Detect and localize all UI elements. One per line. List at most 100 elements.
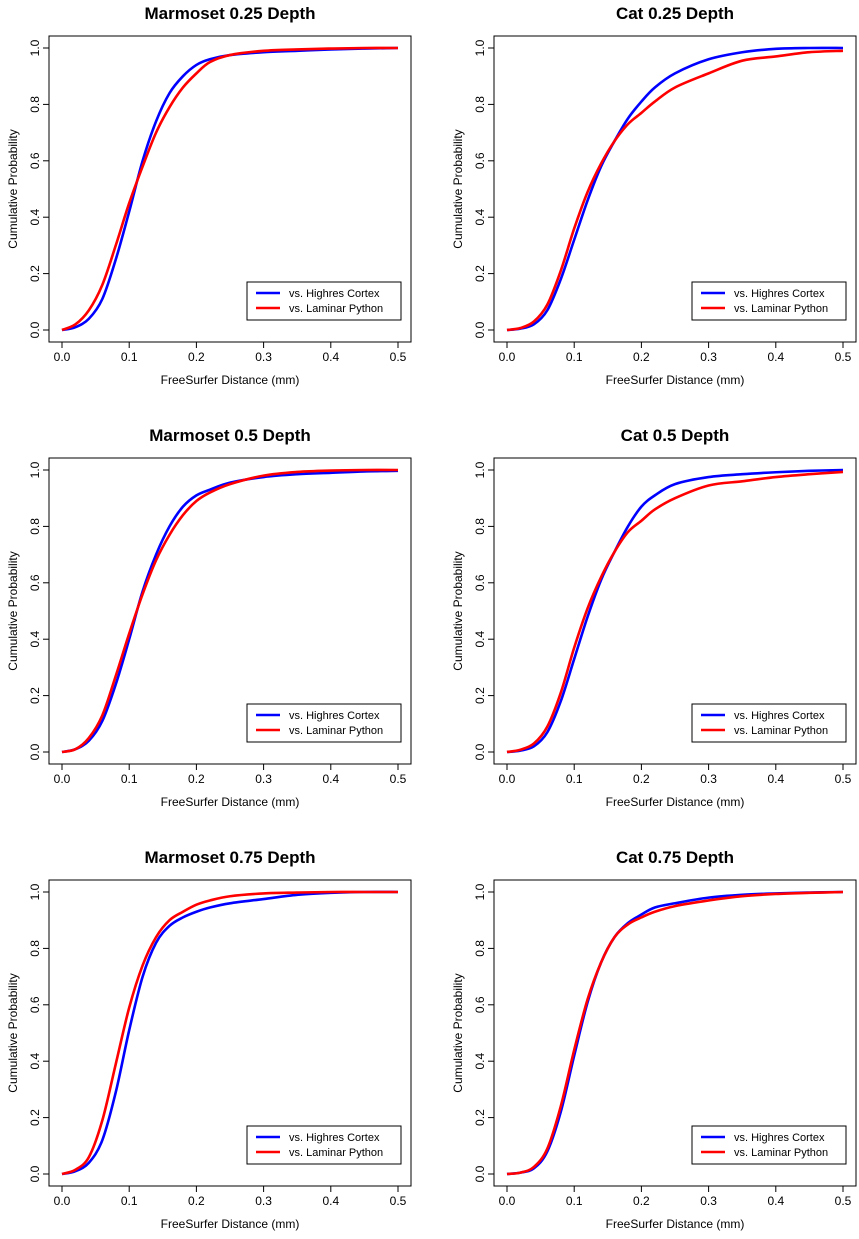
plot-frame	[493, 879, 857, 1187]
y-axis-label: Cumulative Probability	[451, 129, 465, 248]
legend-entry: vs. Highres Cortex	[734, 710, 825, 722]
legend-box	[691, 1125, 847, 1165]
legend-entry: vs. Highres Cortex	[734, 288, 825, 300]
x-tick-label: 0.4	[767, 1194, 784, 1208]
series-line-highres-cortex	[61, 46, 399, 332]
legend: vs. Highres Cortex vs. Laminar Python	[691, 1125, 847, 1165]
series-line-laminar-python	[61, 890, 398, 1176]
y-tick-label: 0.4	[28, 1053, 42, 1070]
legend-entry: vs. Laminar Python	[734, 725, 828, 737]
y-tick-label: 0.8	[473, 96, 487, 113]
x-tick-label: 0.5	[390, 1194, 407, 1208]
chart-title: Marmoset 0.25 Depth	[145, 4, 316, 23]
legend-entry: vs. Laminar Python	[289, 725, 383, 737]
chart-title: Cat 0.5 Depth	[621, 426, 730, 445]
y-tick-label: 0.2	[473, 1109, 487, 1126]
x-tick-label: 0.0	[54, 772, 71, 786]
legend-entry: vs. Laminar Python	[734, 1147, 828, 1159]
legend-box	[246, 703, 402, 743]
x-tick-label: 0.5	[390, 772, 407, 786]
legend-box	[246, 1125, 402, 1165]
chart-panel: Marmoset 0.25 Depth 0.0 0.1 0.2 0.3 0.4 0.5 0.0…	[6, 4, 412, 387]
x-tick-label: 0.1	[121, 772, 138, 786]
y-tick-label: 1.0	[28, 39, 42, 56]
y-tick-label: 0.8	[28, 940, 42, 957]
series-line-highres-cortex	[61, 890, 399, 1176]
legend-entry: vs. Highres Cortex	[289, 1132, 380, 1144]
legend-box	[246, 281, 402, 321]
x-tick-label: 0.0	[54, 1194, 71, 1208]
y-tick-label: 0.4	[473, 1053, 487, 1070]
y-tick-label: 0.8	[473, 518, 487, 535]
y-tick-label: 0.4	[28, 631, 42, 648]
x-tick-label: 0.5	[835, 1194, 852, 1208]
x-tick-label: 0.3	[255, 350, 272, 364]
x-axis-label: FreeSurfer Distance (mm)	[161, 1217, 300, 1231]
y-tick-label: 1.0	[473, 39, 487, 56]
y-tick-label: 0.2	[28, 265, 42, 282]
x-tick-label: 0.0	[499, 1194, 516, 1208]
x-tick-label: 0.1	[121, 350, 138, 364]
x-tick-label: 0.2	[633, 772, 650, 786]
x-tick-label: 0.4	[322, 350, 339, 364]
chart-panel: Cat 0.75 Depth 0.0 0.1 0.2 0.3 0.4 0.5 0.0 0.2 0.…	[451, 848, 857, 1231]
x-tick-label: 0.2	[633, 1194, 650, 1208]
y-tick-label: 0.6	[473, 152, 487, 169]
series-line-highres-cortex	[506, 468, 844, 754]
x-axis-label: FreeSurfer Distance (mm)	[161, 795, 300, 809]
x-tick-label: 0.3	[700, 350, 717, 364]
x-tick-label: 0.1	[566, 350, 583, 364]
x-tick-label: 0.2	[188, 1194, 205, 1208]
chart-panel: Marmoset 0.5 Depth 0.0 0.1 0.2 0.3 0.4 0.5 0.0 0…	[6, 426, 412, 809]
chart-title: Cat 0.25 Depth	[616, 4, 734, 23]
x-tick-label: 0.1	[566, 772, 583, 786]
y-tick-label: 0.0	[28, 743, 42, 760]
plot-frame	[48, 879, 412, 1187]
series-line-laminar-python	[506, 470, 844, 754]
legend-entry: vs. Highres Cortex	[734, 1132, 825, 1144]
x-tick-label: 0.3	[255, 1194, 272, 1208]
plot-frame	[48, 35, 412, 343]
series-line-highres-cortex	[61, 469, 399, 754]
x-tick-label: 0.3	[700, 1194, 717, 1208]
x-tick-label: 0.1	[566, 1194, 583, 1208]
x-tick-label: 0.3	[700, 772, 717, 786]
y-tick-label: 0.6	[473, 574, 487, 591]
y-tick-label: 1.0	[28, 883, 42, 900]
x-tick-label: 0.5	[390, 350, 407, 364]
legend: vs. Highres Cortex vs. Laminar Python	[246, 281, 402, 321]
legend: vs. Highres Cortex vs. Laminar Python	[246, 703, 402, 743]
legend-entry: vs. Highres Cortex	[289, 710, 380, 722]
legend-entry: vs. Laminar Python	[289, 1147, 383, 1159]
x-tick-label: 0.0	[499, 350, 516, 364]
y-tick-label: 0.8	[28, 518, 42, 535]
y-tick-label: 1.0	[28, 461, 42, 478]
y-tick-label: 0.0	[28, 1165, 42, 1182]
legend: vs. Highres Cortex vs. Laminar Python	[246, 1125, 402, 1165]
x-tick-label: 0.5	[835, 772, 852, 786]
x-axis-label: FreeSurfer Distance (mm)	[606, 373, 745, 387]
x-tick-label: 0.5	[835, 350, 852, 364]
chart-panel: Cat 0.5 Depth 0.0 0.1 0.2 0.3 0.4 0.5 0.0 0.2 0.4…	[451, 426, 857, 809]
x-axis-label: FreeSurfer Distance (mm)	[606, 795, 745, 809]
legend-box	[691, 281, 847, 321]
legend-entry: vs. Laminar Python	[289, 303, 383, 315]
x-axis-label: FreeSurfer Distance (mm)	[606, 1217, 745, 1231]
y-tick-label: 0.0	[473, 321, 487, 338]
x-tick-label: 0.0	[499, 772, 516, 786]
y-tick-label: 0.0	[473, 1165, 487, 1182]
y-tick-label: 1.0	[473, 883, 487, 900]
plot-frame	[493, 35, 857, 343]
x-tick-label: 0.2	[188, 772, 205, 786]
legend-entry: vs. Highres Cortex	[289, 288, 380, 300]
legend: vs. Highres Cortex vs. Laminar Python	[691, 281, 847, 321]
series-line-laminar-python	[506, 49, 844, 332]
y-tick-label: 0.2	[28, 1109, 42, 1126]
y-tick-label: 0.8	[28, 96, 42, 113]
x-axis-label: FreeSurfer Distance (mm)	[161, 373, 300, 387]
x-tick-label: 0.2	[633, 350, 650, 364]
legend-entry: vs. Laminar Python	[734, 303, 828, 315]
chart-panel: Cat 0.25 Depth 0.0 0.1 0.2 0.3 0.4 0.5 0.0 0.2 0.…	[451, 4, 857, 387]
y-tick-label: 0.6	[28, 574, 42, 591]
